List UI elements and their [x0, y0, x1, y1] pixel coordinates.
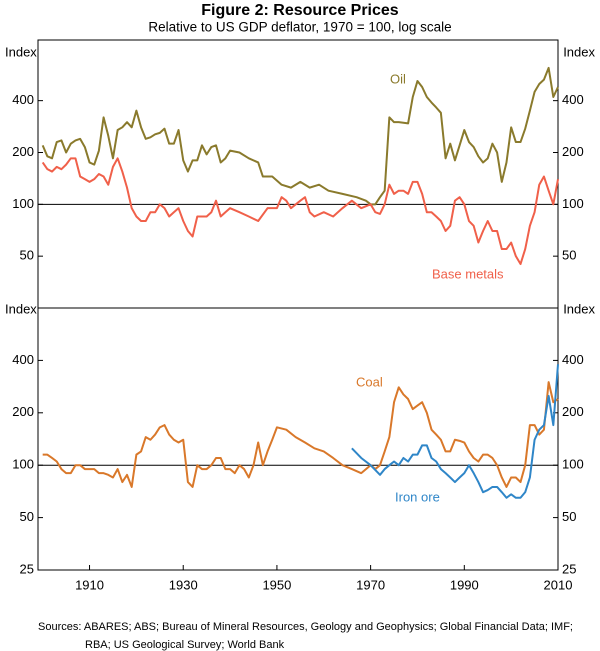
- y-tick-label: 200: [12, 144, 34, 159]
- x-tick-label: 1930: [169, 577, 198, 592]
- y-tick-label: 50: [562, 509, 576, 524]
- y-tick-label: 400: [12, 352, 34, 367]
- y-tick-label: 50: [20, 509, 34, 524]
- y-tick-label: 25: [562, 561, 576, 576]
- series-label: Base metals: [432, 266, 504, 281]
- y-tick-label: 400: [562, 352, 584, 367]
- y-tick-label: 50: [562, 248, 576, 263]
- y-tick-label: 400: [12, 92, 34, 107]
- chart-subtitle: Relative to US GDP deflator, 1970 = 100,…: [148, 20, 451, 35]
- y-tick-label: 400: [562, 92, 584, 107]
- y-tick-label: 200: [12, 404, 34, 419]
- chart-title: Figure 2: Resource Prices: [201, 2, 399, 19]
- y-tick-label: 100: [12, 457, 34, 472]
- y-axis-label: Index: [563, 301, 595, 316]
- series-label: Oil: [390, 71, 406, 86]
- y-tick-label: 200: [562, 404, 584, 419]
- x-tick-label: 1970: [356, 577, 385, 592]
- series-line: [351, 364, 559, 499]
- series-line: [41, 66, 559, 206]
- source-line: Sources: ABARES; ABS; Bureau of Mineral …: [38, 621, 573, 633]
- y-tick-label: 25: [20, 561, 34, 576]
- y-axis-label: Index: [5, 301, 37, 316]
- series-label: Coal: [356, 374, 383, 389]
- x-tick-label: 1910: [75, 577, 104, 592]
- y-axis-label: Index: [5, 44, 37, 59]
- frame: [37, 39, 559, 571]
- y-tick-label: 100: [562, 196, 584, 211]
- y-tick-label: 200: [562, 144, 584, 159]
- y-tick-label: 50: [20, 248, 34, 263]
- series-line: [42, 381, 559, 488]
- y-tick-label: 100: [562, 457, 584, 472]
- x-tick-label: 1990: [450, 577, 479, 592]
- x-tick-label: 2010: [544, 577, 573, 592]
- source-line: RBA; US Geological Survey; World Bank: [85, 639, 285, 651]
- x-tick-label: 1950: [262, 577, 291, 592]
- y-axis-label: Index: [563, 44, 595, 59]
- series-line: [41, 157, 559, 266]
- y-tick-label: 100: [12, 196, 34, 211]
- series-label: Iron ore: [395, 489, 440, 504]
